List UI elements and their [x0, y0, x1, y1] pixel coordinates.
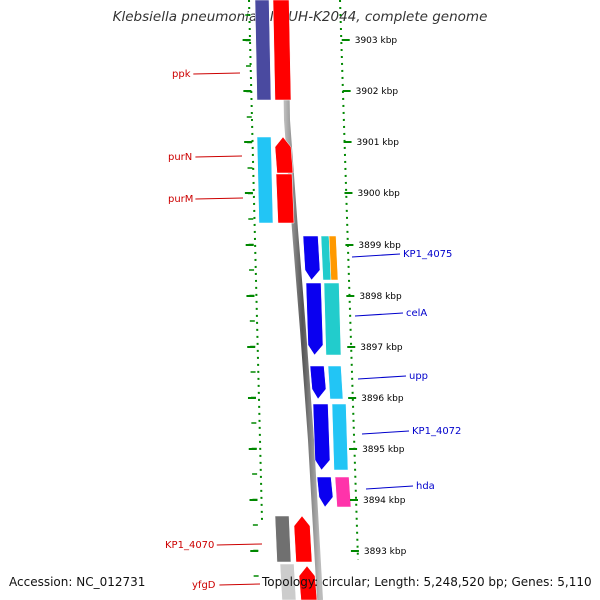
gene-celA-cds — [305, 282, 324, 356]
gene-KP1_4072-cds — [312, 403, 331, 471]
gene-yfgD-cds — [279, 563, 297, 600]
reverse-gene-leader — [357, 375, 407, 380]
forward-gene-label: KP1_4070 — [165, 540, 214, 551]
gene-yfgD-arrow — [298, 565, 318, 600]
gene-celA-feature — [323, 282, 342, 356]
scale-tick-label: 3899 kbp — [358, 241, 401, 251]
gene-purN-arrow — [274, 136, 294, 174]
forward-gene-label: purN — [168, 152, 192, 163]
reverse-gene-label: celA — [406, 308, 427, 319]
scale-tick-label: 3900 kbp — [357, 189, 400, 199]
forward-gene-label: purM — [168, 194, 193, 205]
gene-upp-feature — [327, 365, 344, 400]
scale-tick-label: 3893 kbp — [364, 547, 407, 557]
gene-KP1_4075-cds — [302, 235, 321, 281]
reverse-gene-leader — [361, 430, 410, 435]
forward-gene-label: ppk — [172, 69, 191, 80]
gene-purN-purM-cds — [256, 136, 274, 224]
gene-ppk-rna — [272, 0, 292, 101]
ruler-outline-group — [248, 0, 359, 561]
reverse-gene-label: hda — [416, 481, 435, 492]
gene-ppk-cds — [254, 0, 272, 101]
gene-group — [254, 0, 352, 600]
reverse-gene-label: KP1_4072 — [412, 426, 461, 437]
scale-tick-label: 3898 kbp — [359, 292, 402, 302]
gene-label-group: ppk purN purM KP1_4070 yfgD KP1_4075 celA upp KP… — [165, 69, 461, 591]
reverse-gene-leader — [354, 312, 404, 317]
topology-text: Topology: circular; Length: 5,248,520 bp… — [262, 575, 592, 589]
scale-tick-label: 3894 kbp — [363, 496, 406, 506]
reverse-gene-leader — [351, 253, 401, 258]
forward-gene-leader — [219, 583, 261, 586]
forward-gene-leader — [195, 197, 244, 200]
forward-gene-leader — [193, 72, 241, 75]
gene-KP1_4072-feature — [331, 403, 349, 471]
gene-hda-feature — [334, 476, 352, 508]
gene-KP1_4070-arrow — [293, 515, 313, 563]
gene-purM-arrow — [275, 173, 295, 224]
ruler-outline-line — [248, 0, 263, 521]
gene-KP1_4075-tail — [328, 235, 339, 281]
forward-gene-leader — [195, 155, 243, 158]
scale-tick-label: 3896 kbp — [361, 394, 404, 404]
scale-tick-label: 3897 kbp — [360, 343, 403, 353]
gene-upp-cds — [309, 365, 327, 400]
reverse-gene-leader — [365, 485, 414, 490]
reverse-gene-label: upp — [409, 371, 428, 382]
gene-KP1_4070-cds — [274, 515, 292, 563]
scale-tick-label: 3903 kbp — [355, 36, 398, 46]
forward-gene-label: yfgD — [192, 580, 216, 591]
forward-gene-leader — [216, 543, 263, 546]
map-title: Klebsiella pneumoniae NTUH-K2044, comple… — [112, 9, 488, 25]
scale-tick-label: 3895 kbp — [362, 445, 405, 455]
accession-text: Accession: NC_012731 — [9, 575, 146, 589]
scale-tick-group: 3903 kbp 3902 kbp 3901 kbp 3900 kbp 3899 kbp… — [242, 14, 407, 577]
ruler-outline-line — [339, 0, 359, 561]
scale-tick-label: 3902 kbp — [356, 87, 399, 97]
gene-hda-cds — [316, 476, 334, 508]
reverse-gene-label: KP1_4075 — [403, 249, 452, 260]
scale-tick-label: 3901 kbp — [357, 138, 400, 148]
